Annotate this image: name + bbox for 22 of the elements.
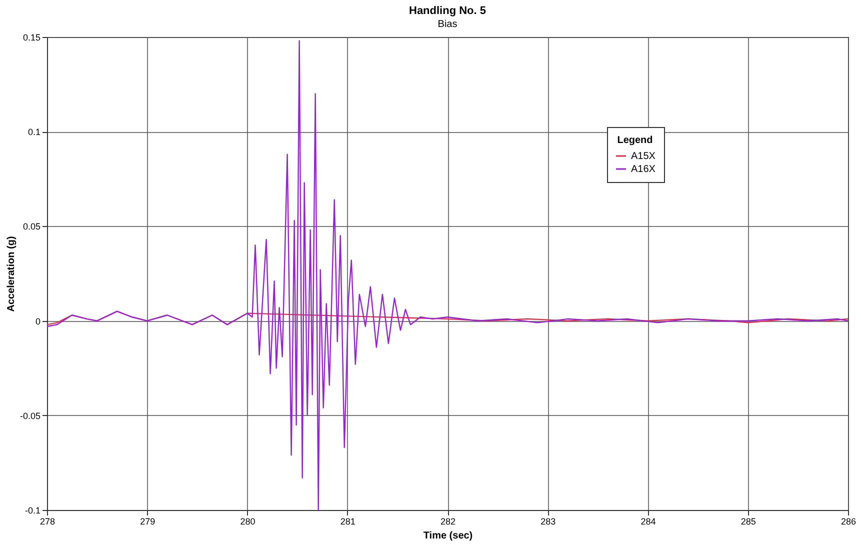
y-axis-title: Acceleration (g) [6,236,17,312]
legend-label: A16X [631,164,656,175]
x-tick-label: 284 [640,516,656,526]
x-tick-label: 283 [540,516,556,526]
x-tick-label: 285 [740,516,756,526]
y-tick-label: 0.1 [28,127,40,138]
y-tick-label: 0 [35,316,40,326]
y-tick-label: -0.1 [24,506,40,516]
y-tick-label: 0.15 [22,32,40,42]
legend-label: A15X [631,151,656,162]
x-tick-label: 280 [240,516,256,526]
x-tick-label: 286 [840,516,856,526]
chart-subtitle: Bias [438,19,458,30]
y-tick-label: 0.05 [22,222,40,232]
x-axis-title: Time (sec) [423,530,473,542]
x-tick-label: 282 [440,516,456,526]
chart-title: Handling No. 5 [409,5,486,17]
x-tick-label: 278 [40,516,56,526]
y-tick-label: -0.05 [20,410,40,421]
legend-title: Legend [617,135,653,146]
x-tick-label: 279 [140,516,156,526]
x-tick-label: 281 [340,516,356,526]
